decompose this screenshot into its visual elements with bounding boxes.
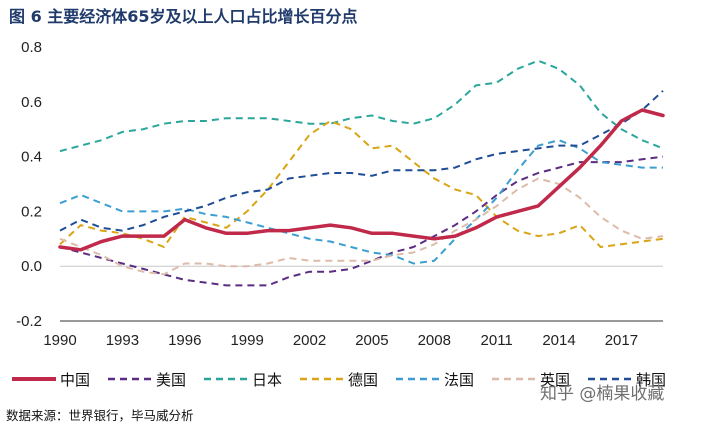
y-tick-label: 0.4	[21, 149, 42, 166]
y-tick-label: 0.6	[21, 94, 42, 111]
y-tick-label: 0.8	[21, 39, 42, 56]
legend-label: 日本	[252, 371, 282, 389]
y-tick-label: 0.0	[21, 258, 42, 275]
series-line-0	[58, 108, 665, 252]
y-axis: -0.2 0.0 0.2 0.4 0.6 0.8	[16, 39, 42, 330]
series-lines	[58, 59, 665, 287]
x-tick-label: 1993	[106, 332, 139, 349]
x-tick-label: 2011	[481, 332, 513, 349]
x-tick-label: 2017	[605, 332, 638, 349]
x-tick-label: 1999	[230, 332, 263, 349]
y-tick-label: 0.2	[21, 203, 42, 220]
source-note: 数据来源：世界银行，毕马威分析	[6, 408, 194, 423]
legend-label: 韩国	[636, 371, 666, 389]
watermark-text: 知乎 @楠果收藏	[540, 384, 665, 404]
x-tick-label: 2002	[293, 332, 326, 349]
series-line-2	[59, 59, 664, 153]
legend-label: 德国	[348, 371, 378, 389]
series-line-4	[59, 139, 663, 265]
x-tick-label: 1990	[43, 332, 76, 349]
y-tick-label: -0.2	[16, 313, 42, 330]
series-line-6	[59, 90, 664, 232]
x-tick-label: 2008	[418, 332, 451, 349]
legend-label: 中国	[60, 371, 90, 389]
legend-label: 美国	[156, 371, 186, 389]
legend: 中国 美国 日本 德国 法国 英国 韩国	[12, 371, 666, 389]
series-line-3	[59, 120, 664, 248]
x-tick-label: 2014	[542, 332, 575, 349]
x-axis: 1990 1993 1996 1999 2002 2005 2008 2011 2014 2017	[43, 332, 638, 349]
legend-label: 英国	[540, 371, 570, 389]
x-tick-label: 2005	[355, 332, 388, 349]
x-tick-label: 1996	[168, 332, 201, 349]
legend-label: 法国	[444, 371, 474, 389]
chart-title: 图 6 主要经济体65岁及以上人口占比增长百分点	[9, 7, 358, 26]
series-line-5	[59, 177, 664, 276]
